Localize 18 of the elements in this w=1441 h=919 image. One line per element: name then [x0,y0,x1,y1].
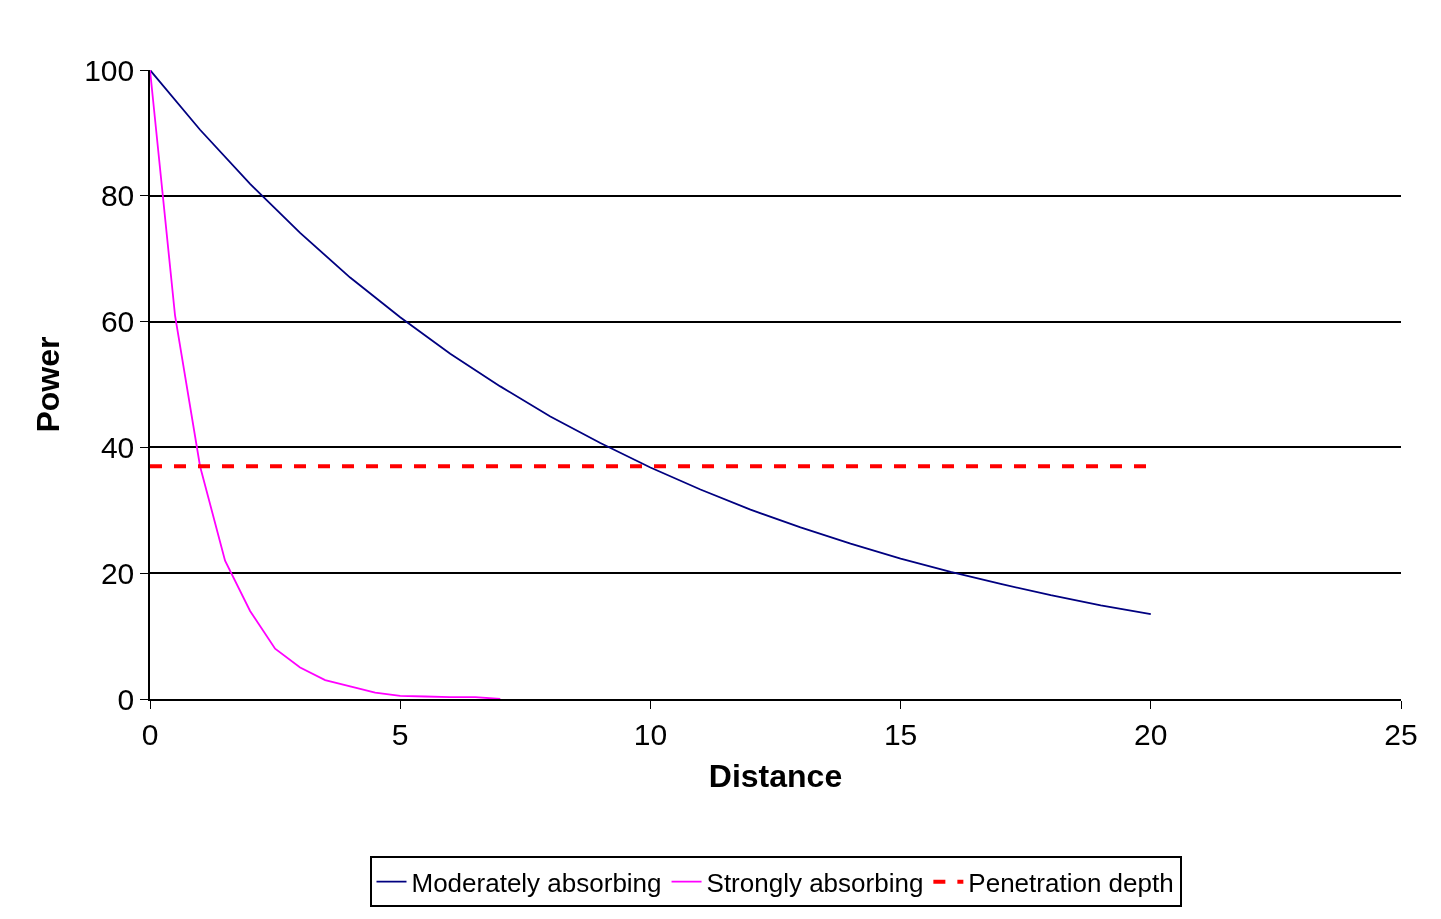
y-tick-label: 60 [100,305,135,339]
legend-label: Moderately absorbing [411,867,662,898]
x-axis-title: Distance [708,758,843,795]
y-tick-label: 80 [100,179,135,213]
legend-label: Strongly absorbing [706,867,924,898]
y-tick-label: 40 [100,430,135,464]
x-tick-label: 5 [391,717,409,751]
y-tick-label: 0 [117,682,135,716]
x-tick-label: 10 [633,717,668,751]
y-axis-title: Power [29,336,66,433]
x-tick-label: 25 [1384,717,1418,751]
legend-label: Penetration depth [968,867,1174,898]
x-tick-label: 15 [883,717,918,751]
line-series [150,70,1152,615]
y-tick-label: 20 [100,556,135,590]
y-tick-label: 100 [84,53,135,87]
x-tick-label: 0 [141,717,159,751]
x-tick-label: 20 [1134,717,1168,751]
